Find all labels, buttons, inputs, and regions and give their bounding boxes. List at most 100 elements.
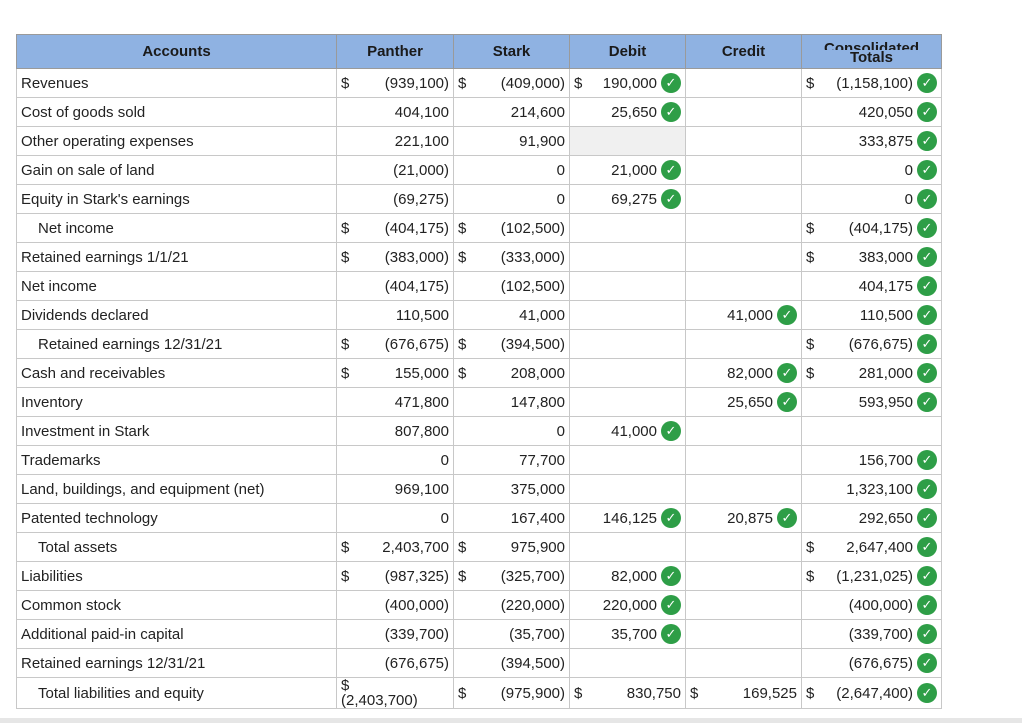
- credit-cell[interactable]: [685, 329, 802, 359]
- panther-cell: 969,100: [336, 474, 454, 504]
- debit-cell[interactable]: $190,000 ✓: [569, 68, 686, 98]
- debit-cell[interactable]: [569, 358, 686, 388]
- debit-cell[interactable]: 35,700 ✓: [569, 619, 686, 649]
- credit-cell[interactable]: $169,525: [685, 677, 802, 709]
- currency-symbol: $: [574, 74, 583, 92]
- correct-check-icon: ✓: [777, 508, 797, 528]
- credit-cell[interactable]: [685, 474, 802, 504]
- correct-check-icon: ✓: [661, 624, 681, 644]
- table-row: Land, buildings, and equipment (net) 969,…: [16, 474, 942, 504]
- total-cell[interactable]: 593,950 ✓: [801, 387, 942, 417]
- total-cell[interactable]: 1,323,100 ✓: [801, 474, 942, 504]
- debit-cell[interactable]: [569, 300, 686, 330]
- table-row: Retained earnings 12/31/21 (676,675) (394,…: [16, 648, 942, 678]
- debit-cell[interactable]: [569, 474, 686, 504]
- debit-cell[interactable]: [569, 242, 686, 272]
- debit-cell[interactable]: [569, 126, 686, 156]
- panther-cell: 807,800: [336, 416, 454, 446]
- currency-symbol: $: [806, 74, 815, 92]
- credit-cell[interactable]: [685, 213, 802, 243]
- correct-check-icon: ✓: [777, 392, 797, 412]
- credit-cell[interactable]: [685, 242, 802, 272]
- debit-cell[interactable]: 82,000 ✓: [569, 561, 686, 591]
- debit-cell[interactable]: [569, 213, 686, 243]
- total-cell[interactable]: $ (676,675) ✓: [801, 329, 942, 359]
- total-cell[interactable]: $ (2,647,400) ✓: [801, 677, 942, 709]
- amount-value: (383,000): [384, 248, 449, 266]
- total-cell[interactable]: $281,000 ✓: [801, 358, 942, 388]
- total-cell[interactable]: 420,050 ✓: [801, 97, 942, 127]
- debit-cell[interactable]: 21,000 ✓: [569, 155, 686, 185]
- debit-cell[interactable]: [569, 329, 686, 359]
- total-cell[interactable]: 333,875 ✓: [801, 126, 942, 156]
- total-cell[interactable]: 404,175 ✓: [801, 271, 942, 301]
- total-cell[interactable]: (339,700) ✓: [801, 619, 942, 649]
- amount-value: 220,000: [602, 596, 657, 614]
- total-cell[interactable]: $ (1,158,100) ✓: [801, 68, 942, 98]
- currency-symbol: $: [458, 684, 467, 702]
- debit-cell[interactable]: 25,650 ✓: [569, 97, 686, 127]
- total-cell[interactable]: 110,500 ✓: [801, 300, 942, 330]
- amount-value: 190,000: [602, 74, 657, 92]
- debit-cell[interactable]: 41,000 ✓: [569, 416, 686, 446]
- total-cell[interactable]: 292,650 ✓: [801, 503, 942, 533]
- credit-cell[interactable]: 41,000 ✓: [685, 300, 802, 330]
- stark-cell: (220,000): [453, 590, 570, 620]
- credit-cell[interactable]: [685, 126, 802, 156]
- credit-cell[interactable]: [685, 97, 802, 127]
- amount-value: (21,000): [393, 161, 449, 179]
- debit-cell[interactable]: $830,750: [569, 677, 686, 709]
- panther-cell: $155,000: [336, 358, 454, 388]
- credit-cell[interactable]: [685, 155, 802, 185]
- credit-cell[interactable]: [685, 561, 802, 591]
- debit-cell[interactable]: [569, 648, 686, 678]
- credit-cell[interactable]: [685, 271, 802, 301]
- total-cell[interactable]: 0 ✓: [801, 155, 942, 185]
- correct-check-icon: ✓: [917, 537, 937, 557]
- debit-cell[interactable]: [569, 271, 686, 301]
- credit-cell[interactable]: 25,650 ✓: [685, 387, 802, 417]
- credit-cell[interactable]: [685, 416, 802, 446]
- total-cell[interactable]: (400,000) ✓: [801, 590, 942, 620]
- amount-value: (676,675): [384, 654, 449, 672]
- correct-check-icon: ✓: [661, 160, 681, 180]
- debit-cell[interactable]: [569, 532, 686, 562]
- credit-cell[interactable]: [685, 590, 802, 620]
- total-cell[interactable]: $383,000 ✓: [801, 242, 942, 272]
- amount-value: 155,000: [394, 364, 449, 382]
- total-cell[interactable]: $ (404,175) ✓: [801, 213, 942, 243]
- currency-symbol: $: [341, 538, 350, 556]
- amount-value: 41,000: [519, 306, 565, 324]
- total-cell[interactable]: $2,647,400 ✓: [801, 532, 942, 562]
- debit-cell[interactable]: 146,125 ✓: [569, 503, 686, 533]
- correct-check-icon: ✓: [917, 683, 937, 703]
- debit-cell[interactable]: [569, 387, 686, 417]
- credit-cell[interactable]: 82,000 ✓: [685, 358, 802, 388]
- amount-value: (1,231,025): [836, 567, 913, 585]
- total-cell[interactable]: $ (1,231,025) ✓: [801, 561, 942, 591]
- currency-symbol: $: [458, 248, 467, 266]
- currency-symbol: $: [341, 248, 350, 266]
- credit-cell[interactable]: [685, 619, 802, 649]
- credit-cell[interactable]: [685, 68, 802, 98]
- credit-cell[interactable]: [685, 532, 802, 562]
- credit-cell[interactable]: [685, 648, 802, 678]
- debit-cell[interactable]: 69,275 ✓: [569, 184, 686, 214]
- total-cell[interactable]: [801, 416, 942, 446]
- total-cell[interactable]: 156,700 ✓: [801, 445, 942, 475]
- amount-value: (2,403,700): [341, 692, 418, 709]
- credit-cell[interactable]: 20,875 ✓: [685, 503, 802, 533]
- account-label: Cost of goods sold: [16, 97, 337, 127]
- correct-check-icon: ✓: [661, 189, 681, 209]
- table-row: Cost of goods sold 404,100 214,600 25,650 ✓ 4…: [16, 97, 942, 127]
- debit-cell[interactable]: [569, 445, 686, 475]
- debit-cell[interactable]: 220,000 ✓: [569, 590, 686, 620]
- amount-value: 0: [440, 451, 449, 469]
- credit-cell[interactable]: [685, 445, 802, 475]
- credit-cell[interactable]: [685, 184, 802, 214]
- total-cell[interactable]: (676,675) ✓: [801, 648, 942, 678]
- amount-value: 404,175: [858, 277, 913, 295]
- amount-value: 221,100: [394, 132, 449, 150]
- total-cell[interactable]: 0 ✓: [801, 184, 942, 214]
- currency-symbol: $: [458, 364, 467, 382]
